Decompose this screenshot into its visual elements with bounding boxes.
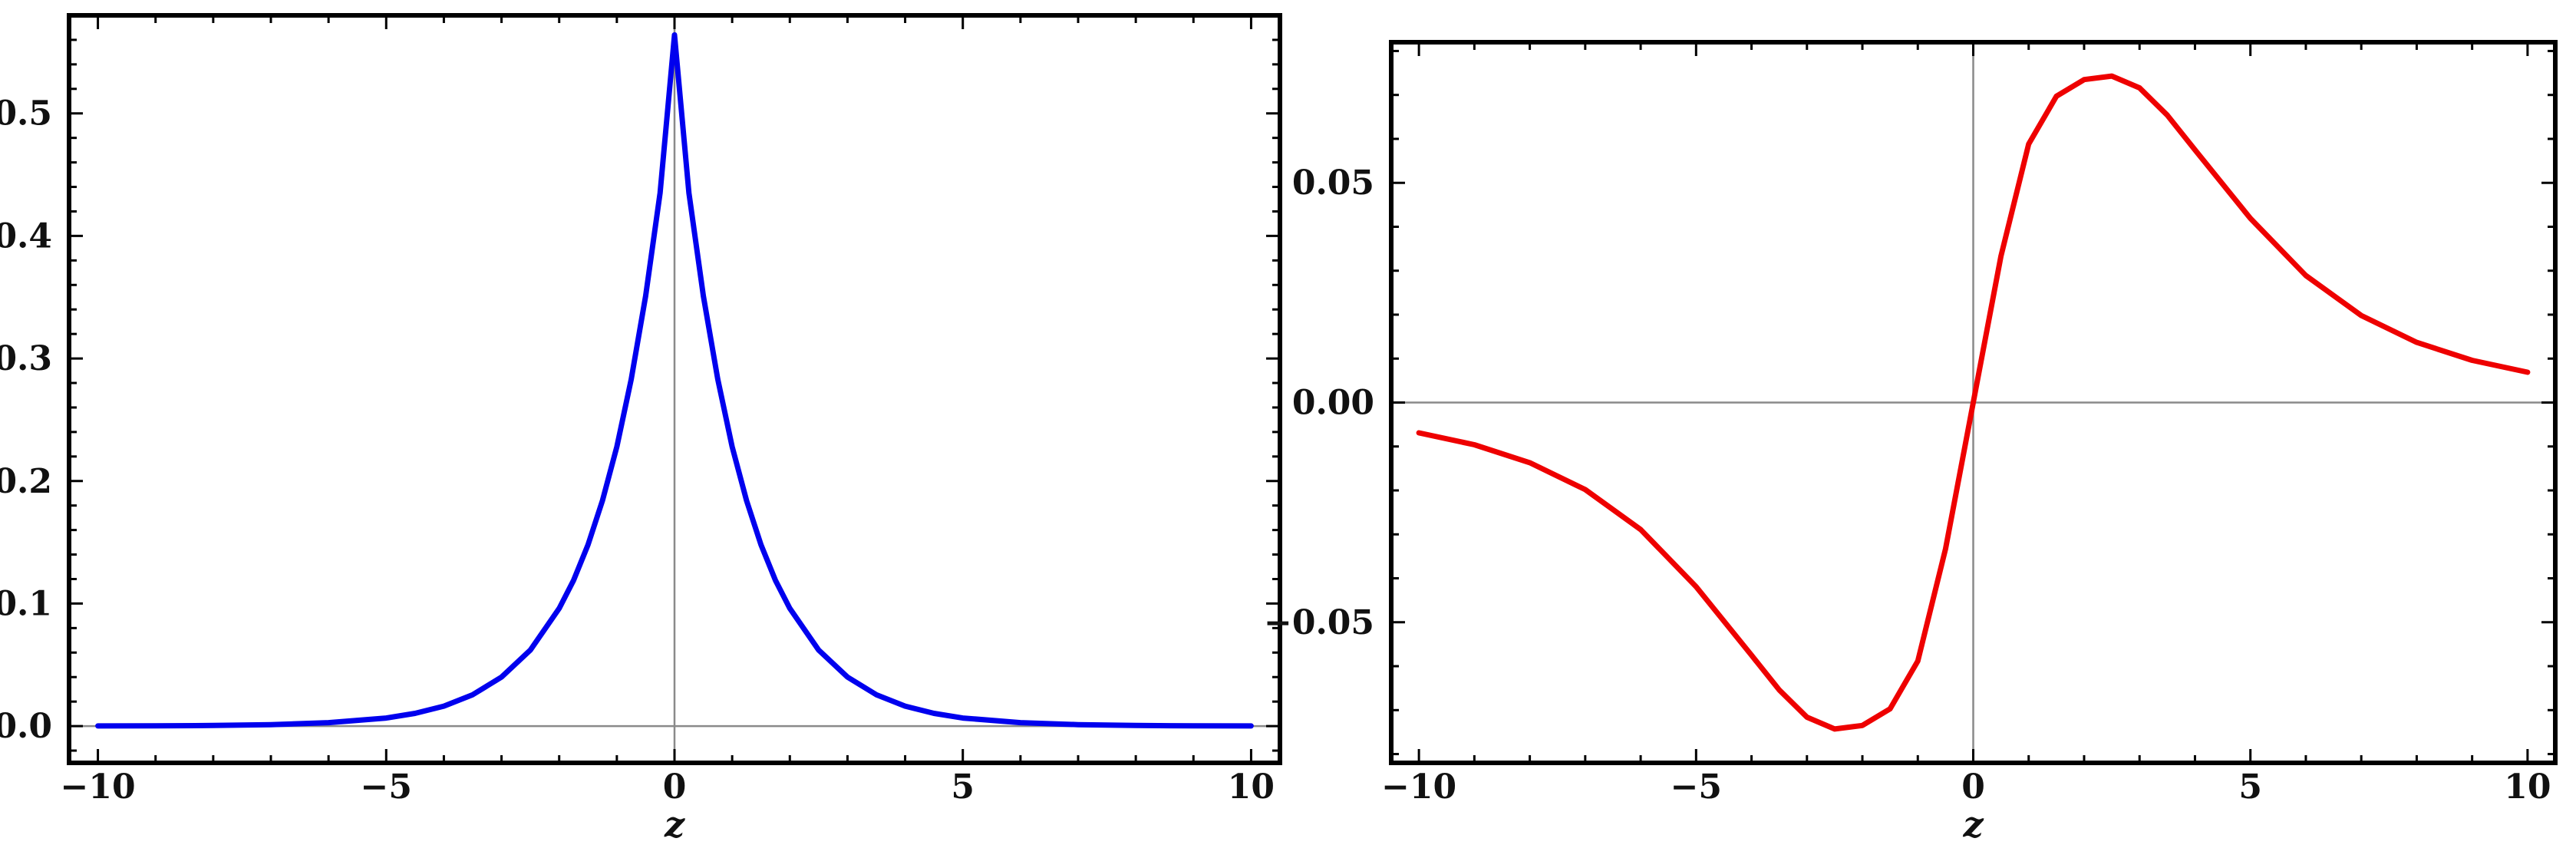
right-y-tick-label: 0.00 <box>1292 384 1374 423</box>
left-x-axis-label: z <box>664 804 685 845</box>
right-series-line <box>1416 73 2531 732</box>
right-y-tick-label: −0.05 <box>1264 603 1374 642</box>
right-x-tick-label: 10 <box>2504 767 2551 807</box>
left-x-tick-label: 5 <box>951 767 975 807</box>
left-series-line <box>95 32 1254 729</box>
right-x-tick-label: −10 <box>1381 767 1456 807</box>
right-panel: −10 −5 0 5 10 −0.05 0.00 0.05 z <box>1264 40 2558 845</box>
left-x-tick-label: −10 <box>61 767 136 807</box>
left-panel: −10 −5 0 5 10 0.0 0.1 0.2 0.3 0.4 0.5 z <box>0 13 1282 845</box>
right-y-tick-label: 0.05 <box>1292 163 1374 203</box>
left-plot-frame <box>67 13 1282 765</box>
left-y-tick-label: 0.4 <box>0 216 52 256</box>
left-y-tick-label: 0.3 <box>0 339 52 378</box>
left-y-tick-label: 0.2 <box>0 462 52 501</box>
left-y-tick-label: 0.0 <box>0 707 52 746</box>
right-x-axis-label: z <box>1962 804 1984 845</box>
left-x-tick-label: 10 <box>1228 767 1275 807</box>
left-y-tick-label: 0.5 <box>0 94 52 134</box>
right-plot-frame <box>1389 40 2558 765</box>
left-x-tick-label: −5 <box>361 767 412 807</box>
left-y-tick-label: 0.1 <box>0 584 52 623</box>
right-x-tick-label: 5 <box>2238 767 2262 807</box>
right-x-tick-label: 0 <box>1961 767 1985 807</box>
right-x-tick-label: −5 <box>1671 767 1722 807</box>
left-x-tick-label: 0 <box>663 767 687 807</box>
